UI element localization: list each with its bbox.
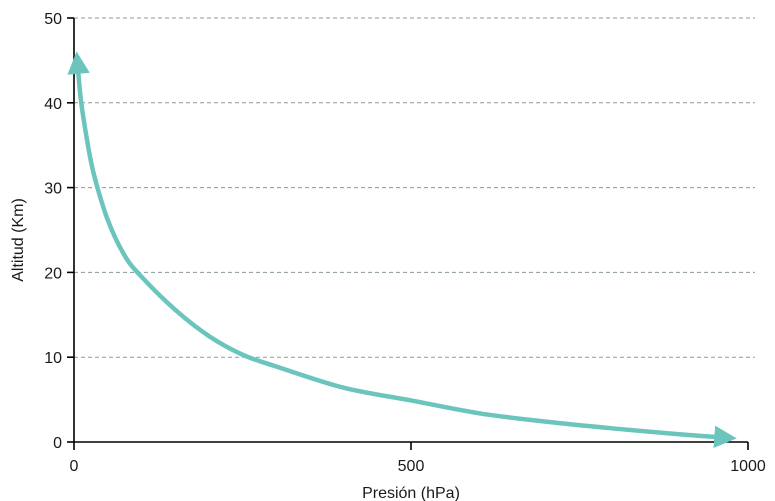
y-tick-label-10: 10	[44, 350, 62, 367]
y-tick-label-20: 20	[44, 265, 62, 282]
x-tick-label-0: 0	[70, 458, 79, 475]
x-axis-title: Presión (hPa)	[362, 485, 460, 501]
y-tick-label-30: 30	[44, 181, 62, 198]
series-line-0	[67, 51, 737, 449]
y-tick-label-0: 0	[53, 435, 62, 452]
y-tick-label-40: 40	[44, 96, 62, 113]
axes	[73, 18, 748, 443]
gridlines	[74, 17, 755, 358]
x-tick-label-500: 500	[398, 458, 425, 475]
y-tick-label-50: 50	[44, 11, 62, 28]
x-tick-label-1000: 1000	[730, 458, 766, 475]
series-group	[67, 51, 737, 449]
y-axis-title: Altitud (Km)	[10, 198, 27, 282]
